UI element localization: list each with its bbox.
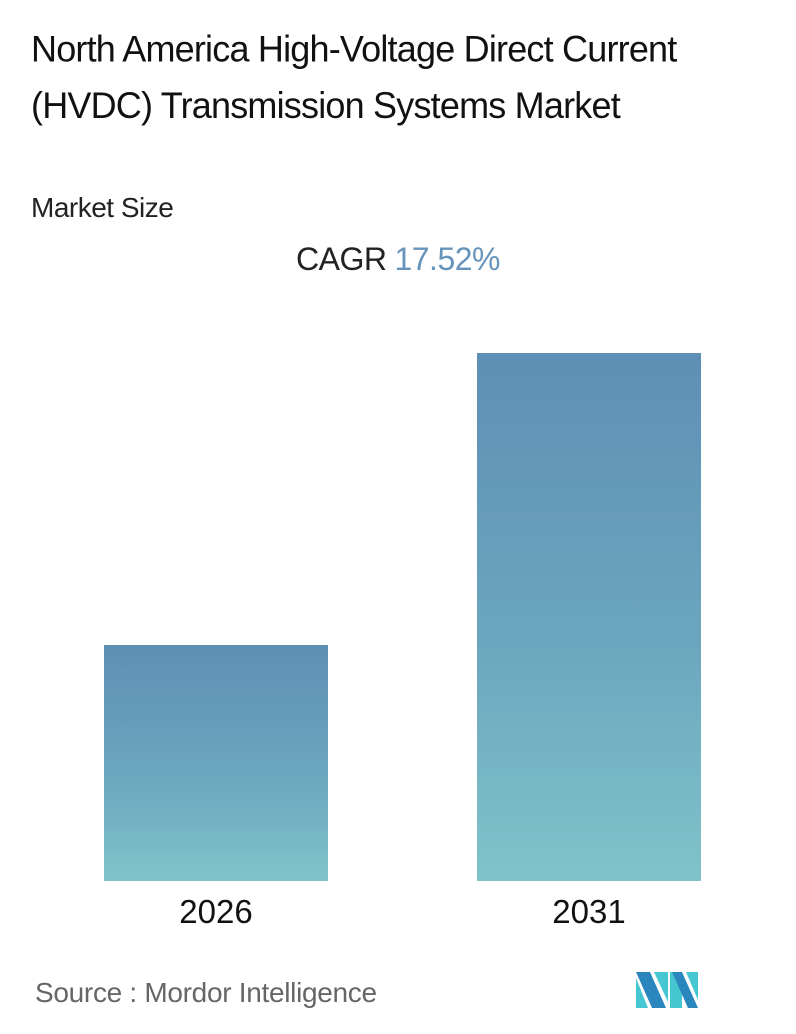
chart-subtitle: Market Size [31, 192, 174, 223]
bar-2031 [477, 353, 701, 881]
bar-2026 [104, 645, 328, 881]
cagr-annotation: CAGR 17.52% [0, 241, 796, 278]
mordor-intelligence-logo-icon [636, 972, 698, 1008]
chart-title: North America High-Voltage Direct Curren… [31, 28, 677, 126]
x-label-2031: 2031 [552, 893, 626, 930]
x-label-2026: 2026 [179, 893, 253, 930]
source-text: Source : Mordor Intelligence [35, 977, 377, 1008]
cagr-value: 17.52% [394, 241, 500, 277]
cagr-label: CAGR [296, 241, 387, 277]
